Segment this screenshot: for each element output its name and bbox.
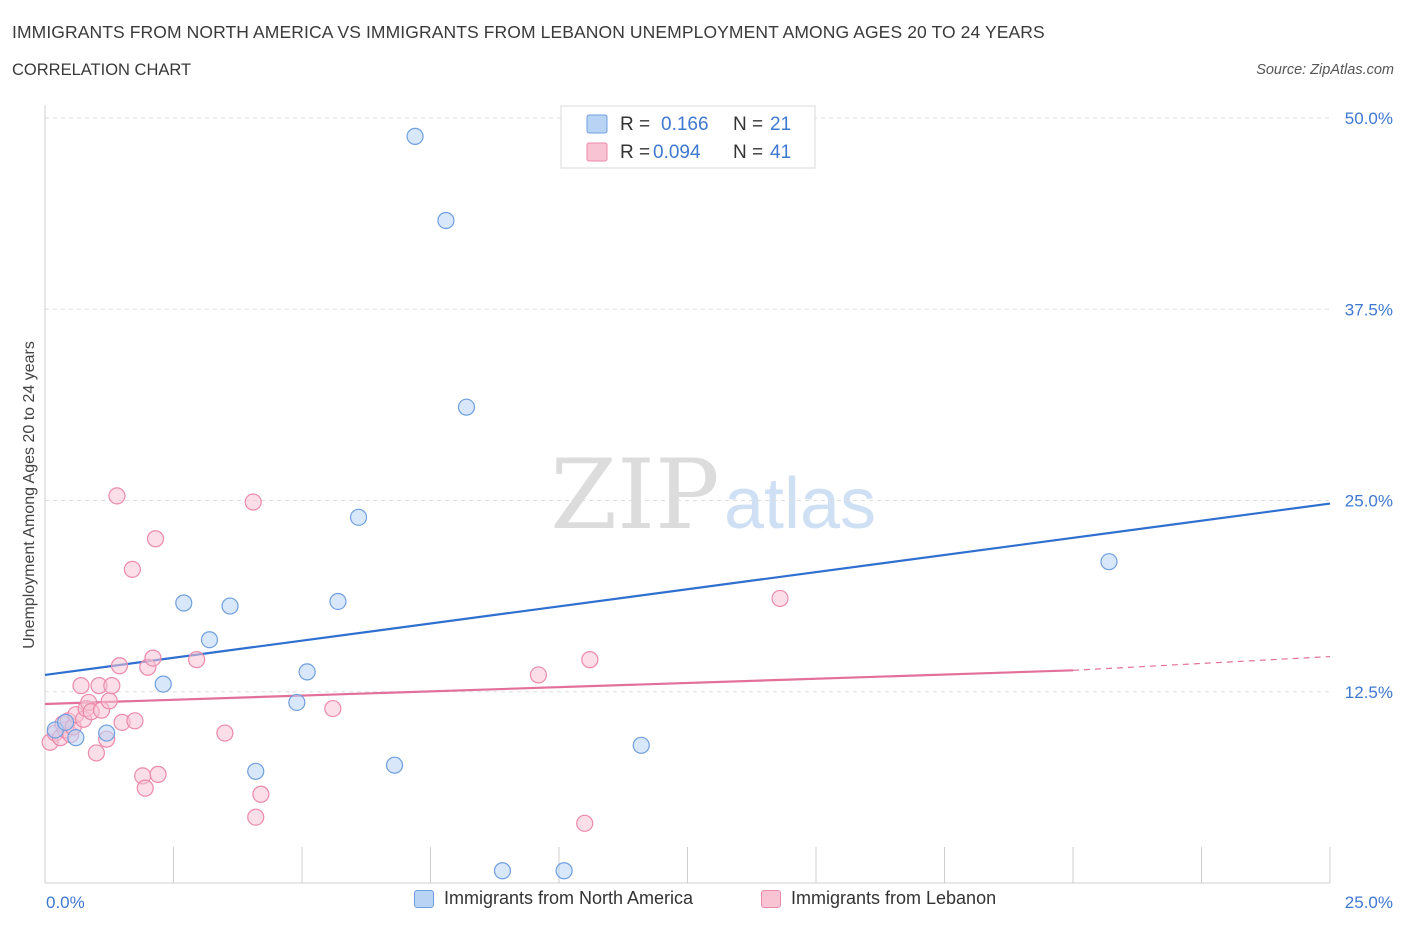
point-lebanon: [771, 589, 789, 608]
legend-r-value: 0.094: [653, 142, 701, 163]
legend-r-label: R =: [620, 142, 650, 163]
point-lebanon: [146, 530, 165, 548]
trend-lines: [44, 502, 1331, 706]
x-tick-label: 25.0%: [1345, 893, 1393, 912]
point-north-america: [457, 398, 476, 416]
point-north-america: [56, 713, 75, 731]
tick-labels: 12.5% 25.0% 37.5% 50.0% 0.0% 25.0%: [46, 109, 1393, 912]
y-tick-label: 37.5%: [1345, 300, 1393, 319]
y-tick-label: 25.0%: [1345, 492, 1393, 511]
point-north-america: [406, 127, 424, 145]
legend-label-north-america: Immigrants from North America: [444, 888, 694, 908]
legend-swatch-pink: [761, 889, 781, 908]
point-lebanon: [87, 744, 106, 762]
legend-swatch-blue: [414, 889, 434, 908]
legend-n-value: 41: [770, 142, 791, 163]
point-lebanon: [324, 699, 342, 718]
watermark: ZIP atlas: [550, 439, 876, 551]
point-lebanon: [149, 765, 167, 783]
point-north-america: [98, 724, 116, 742]
point-north-america: [349, 508, 368, 526]
point-lebanon: [110, 657, 129, 675]
legend-r-label: R =: [620, 114, 650, 135]
point-north-america: [1100, 553, 1118, 571]
legend-swatch-north-america: [586, 114, 608, 134]
trend-line-lebanon: [44, 669, 1074, 706]
point-lebanon: [188, 651, 206, 669]
legend-n-value: 21: [770, 114, 791, 135]
point-north-america: [200, 631, 219, 649]
point-lebanon: [576, 814, 594, 832]
point-lebanon: [136, 779, 154, 797]
legend-item-north-america: Immigrants from North America: [414, 888, 693, 909]
point-lebanon: [529, 666, 548, 684]
point-north-america: [288, 693, 306, 712]
point-north-america: [329, 592, 347, 611]
point-north-america: [632, 736, 650, 754]
data-points: [41, 127, 1118, 880]
point-lebanon: [72, 677, 90, 695]
watermark-atlas: atlas: [724, 464, 876, 544]
y-tick-label: 12.5%: [1345, 683, 1393, 702]
legend-item-lebanon: Immigrants from Lebanon: [761, 888, 996, 909]
point-north-america: [437, 211, 455, 230]
trend-line-lebanon-extension: [1072, 655, 1331, 671]
point-lebanon: [144, 649, 162, 667]
point-north-america: [385, 756, 404, 774]
point-lebanon: [247, 808, 265, 826]
point-north-america: [298, 663, 316, 681]
point-lebanon: [103, 677, 121, 695]
point-lebanon: [100, 692, 118, 710]
source-credit: Source: ZipAtlas.com: [1256, 62, 1394, 78]
x-tick-label: 0.0%: [46, 893, 85, 912]
legend-label-lebanon: Immigrants from Lebanon: [791, 888, 997, 908]
point-lebanon: [244, 493, 262, 511]
watermark-zip: ZIP: [550, 439, 719, 551]
chart-subtitle: CORRELATION CHART: [12, 61, 192, 79]
chart-title: IMMIGRANTS FROM NORTH AMERICA VS IMMIGRA…: [12, 22, 1045, 42]
point-north-america: [493, 862, 512, 880]
point-north-america: [555, 862, 573, 880]
point-lebanon: [252, 785, 270, 803]
point-lebanon: [123, 560, 141, 578]
point-lebanon: [581, 651, 599, 669]
point-north-america: [221, 597, 239, 615]
axes: [44, 105, 1331, 884]
legend-r-value: 0.166: [661, 114, 709, 135]
y-tick-label: 50.0%: [1345, 109, 1393, 128]
point-north-america: [67, 729, 85, 747]
point-north-america: [154, 675, 172, 693]
point-north-america: [175, 594, 193, 612]
bottom-legend: Immigrants from North America Immigrants…: [0, 888, 1406, 918]
legend-swatch-lebanon: [586, 142, 608, 162]
point-lebanon: [216, 724, 234, 742]
legend-n-label: N =: [733, 114, 763, 135]
legend: R = 0.166 N = 21 R = 0.094 N = 41: [560, 105, 816, 169]
legend-n-label: N =: [733, 142, 763, 163]
point-lebanon: [126, 712, 144, 730]
trend-line-north-america: [44, 502, 1331, 677]
point-north-america: [247, 762, 265, 780]
point-lebanon: [108, 487, 126, 505]
